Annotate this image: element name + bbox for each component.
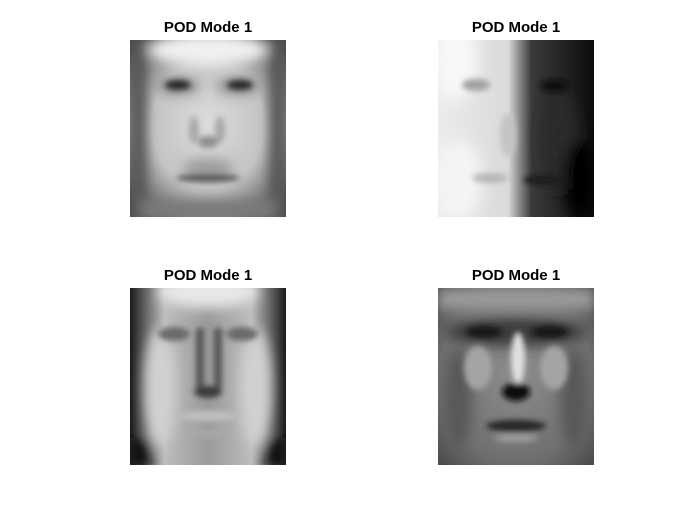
panel-title-bottom-left: POD Mode 1 <box>118 267 298 285</box>
pod-mode-image-bottom-left <box>130 288 286 465</box>
pod-mode-image-bottom-right <box>438 288 594 465</box>
panel-title-bottom-right: POD Mode 1 <box>426 267 606 285</box>
pod-mode-image-top-right <box>438 40 594 217</box>
panel-title-top-left: POD Mode 1 <box>118 19 298 37</box>
panel-title-top-right: POD Mode 1 <box>426 19 606 37</box>
pod-mode-image-top-left <box>130 40 286 217</box>
